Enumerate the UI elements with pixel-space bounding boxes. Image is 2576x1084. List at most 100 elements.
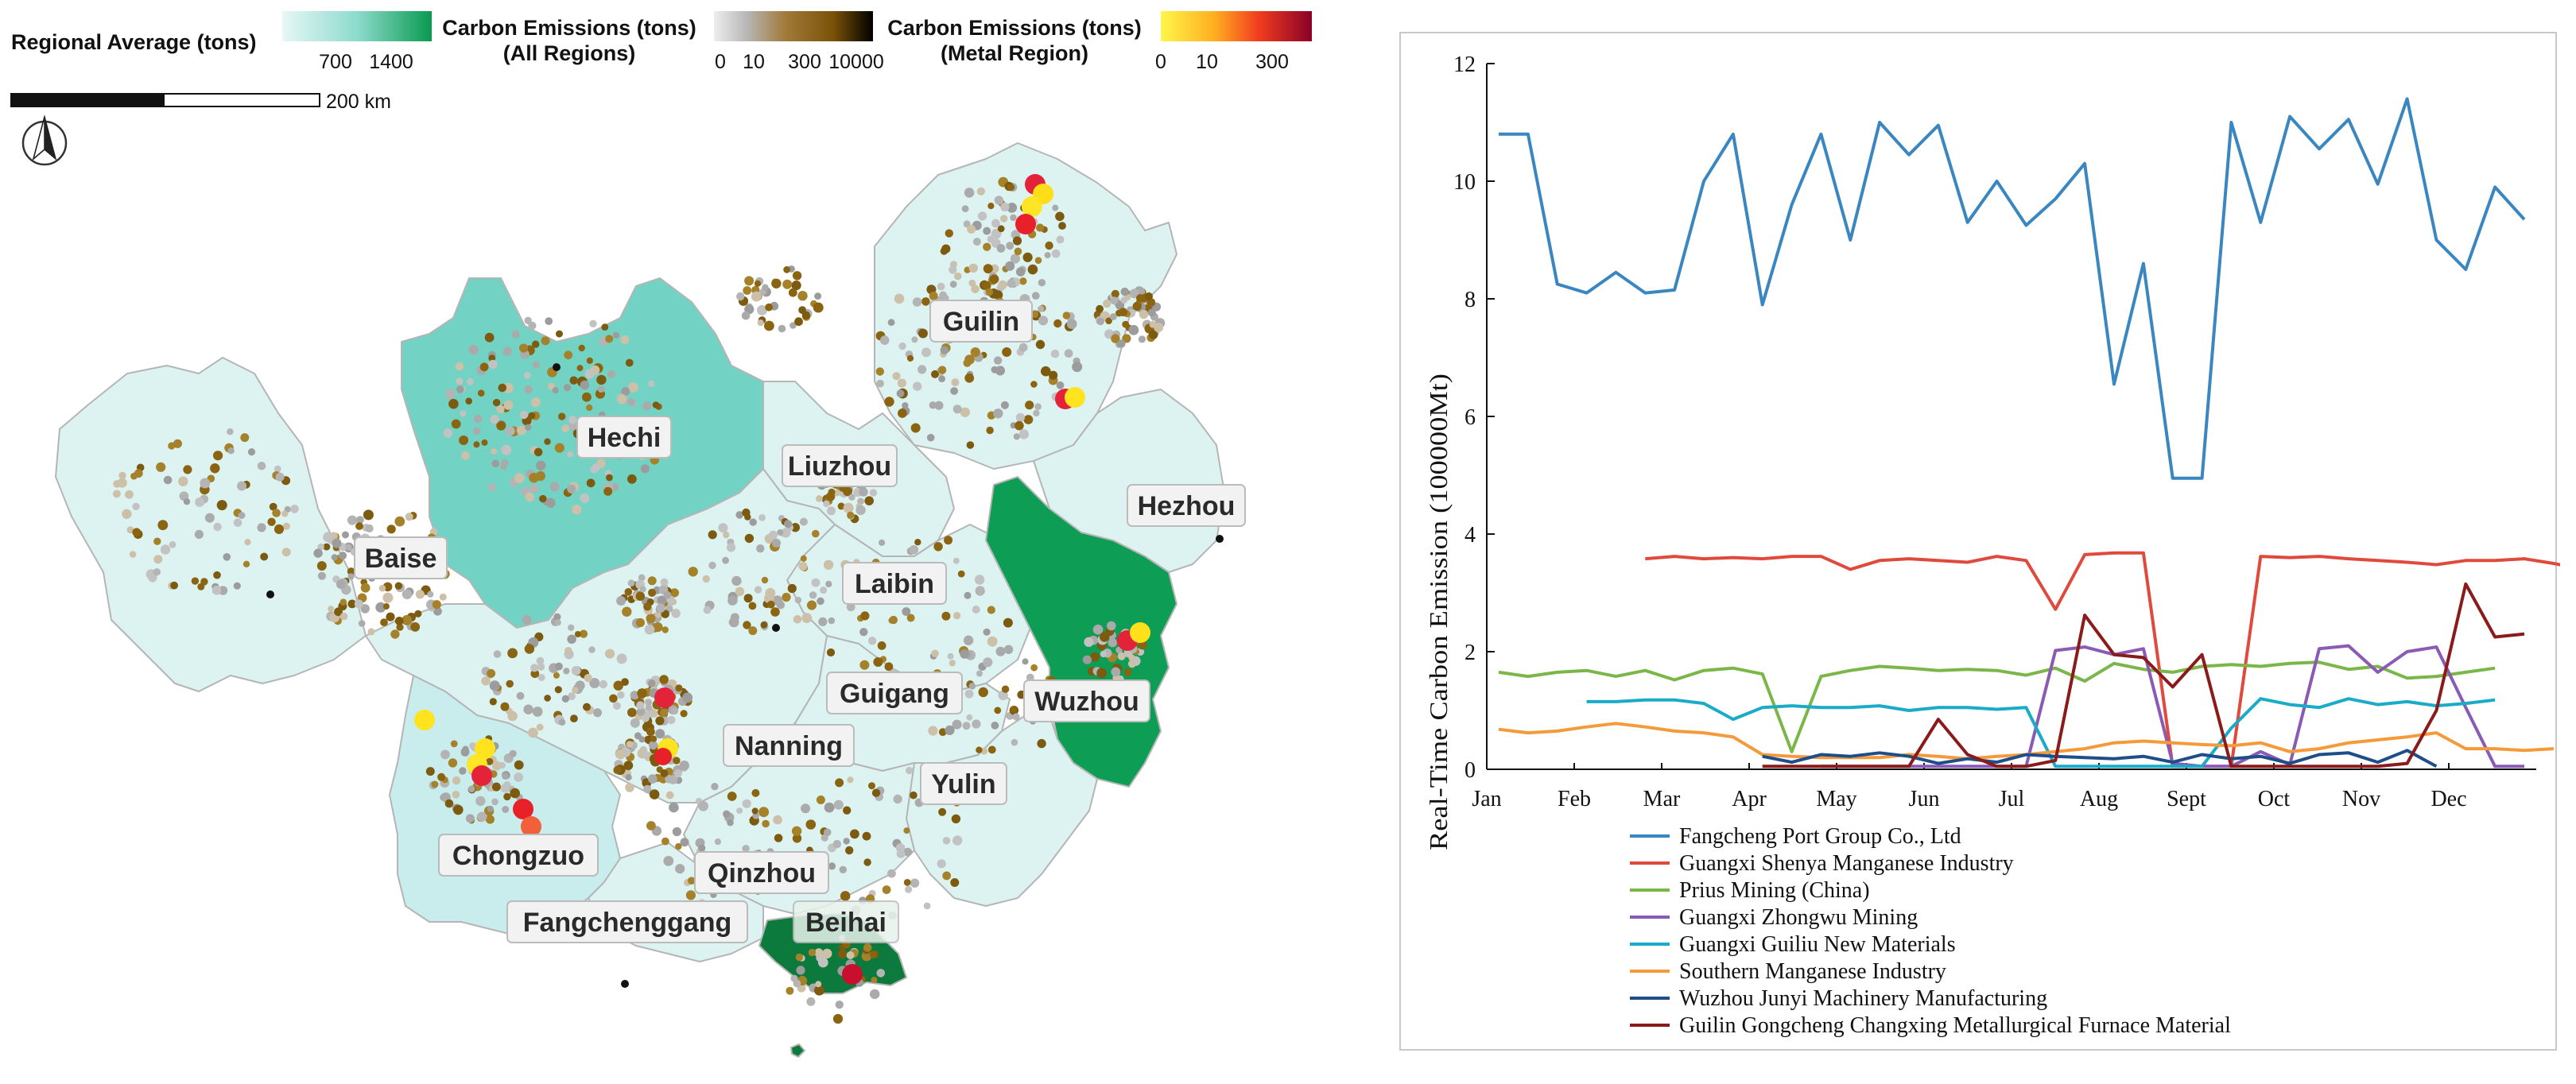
- metal-point: [654, 687, 675, 708]
- emission-point: [914, 539, 921, 546]
- emission-point: [238, 512, 246, 519]
- region-baise: [55, 357, 367, 692]
- emission-point: [339, 552, 347, 560]
- emission-point: [257, 462, 266, 470]
- emission-point: [765, 303, 773, 312]
- emission-point: [968, 263, 979, 273]
- emission-point: [1003, 617, 1013, 628]
- emission-point: [1003, 645, 1014, 654]
- north-arrow-icon: N: [21, 114, 68, 166]
- emission-point: [606, 474, 613, 482]
- emission-point: [1049, 370, 1058, 380]
- emission-point: [741, 311, 751, 320]
- emission-point: [451, 419, 461, 429]
- emission-point: [599, 679, 607, 689]
- emission-point: [967, 225, 976, 234]
- emission-point: [475, 796, 486, 807]
- emission-point: [898, 342, 906, 350]
- emission-point: [966, 714, 973, 721]
- emission-point: [772, 538, 781, 548]
- emission-point: [402, 589, 413, 600]
- emission-point: [1022, 252, 1033, 262]
- emission-point: [132, 528, 142, 537]
- emission-point: [905, 885, 913, 893]
- emission-point: [1138, 335, 1146, 343]
- emission-point: [554, 686, 562, 694]
- emission-point: [665, 775, 673, 784]
- emission-point: [1090, 652, 1100, 662]
- emission-point: [808, 948, 817, 957]
- emission-point: [892, 372, 901, 381]
- emission-point: [1015, 412, 1025, 422]
- svg-text:Beihai: Beihai: [805, 908, 886, 938]
- emission-point: [553, 363, 561, 371]
- emission-point: [530, 483, 539, 494]
- emission-point: [777, 528, 784, 536]
- city-label-guigang: Guigang: [826, 672, 963, 714]
- emission-point: [553, 613, 561, 621]
- emission-point: [654, 610, 662, 618]
- emission-point: [983, 242, 991, 251]
- emission-point: [987, 235, 995, 243]
- emission-point: [663, 856, 674, 866]
- emission-point: [1034, 257, 1042, 265]
- emission-point: [1105, 317, 1112, 325]
- emission-point: [394, 582, 402, 590]
- emission-point: [673, 769, 682, 778]
- emission-point: [742, 508, 751, 517]
- legend-label: Guangxi Zhongwu Mining: [1679, 905, 1918, 930]
- emission-point: [425, 767, 435, 776]
- emission-point: [944, 536, 953, 545]
- metal-point: [513, 799, 533, 819]
- emission-point: [336, 579, 346, 590]
- x-tick-label: Feb: [1558, 787, 1591, 811]
- emission-point: [837, 949, 848, 958]
- emission-point: [1127, 660, 1136, 668]
- emission-point: [934, 401, 944, 410]
- emission-point: [596, 374, 607, 385]
- emission-point: [479, 362, 489, 372]
- emission-point: [1041, 366, 1051, 377]
- emission-point: [638, 574, 646, 582]
- emission-point: [953, 612, 961, 620]
- emission-point: [523, 371, 531, 379]
- emission-point: [805, 819, 817, 830]
- all-regions-title-line1: Carbon Emissions (tons): [442, 16, 696, 40]
- emission-point: [437, 772, 446, 781]
- scale-bar: 200 km: [10, 91, 391, 113]
- svg-text:Fangchenggang: Fangchenggang: [523, 908, 732, 938]
- region-weizhou-island: [790, 1043, 805, 1058]
- emission-point: [213, 571, 221, 579]
- emission-point: [1018, 343, 1028, 352]
- emission-point: [625, 358, 634, 367]
- emission-point: [537, 663, 545, 671]
- emission-point: [884, 397, 894, 407]
- emission-point: [800, 555, 807, 562]
- emission-point: [485, 815, 495, 824]
- emission-point: [847, 776, 854, 784]
- emission-point: [347, 573, 355, 580]
- emission-point: [635, 617, 646, 628]
- emission-point: [751, 291, 762, 302]
- emission-point: [492, 398, 501, 407]
- emission-point: [1145, 292, 1153, 300]
- emission-point: [993, 408, 1003, 419]
- emission-point: [1117, 652, 1126, 660]
- emission-point: [1108, 638, 1118, 648]
- emission-point: [627, 398, 635, 406]
- emission-point: [669, 588, 679, 598]
- emission-point: [487, 483, 496, 492]
- emission-point: [613, 680, 623, 691]
- emission-point: [331, 554, 338, 561]
- city-label-baise: Baise: [354, 536, 448, 579]
- emission-point: [994, 707, 1002, 714]
- emission-point: [938, 375, 945, 382]
- city-label-hechi: Hechi: [576, 416, 672, 459]
- city-label-nanning: Nanning: [723, 724, 855, 767]
- emission-point: [846, 951, 855, 959]
- emission-point: [983, 264, 993, 274]
- emission-point: [323, 543, 331, 551]
- emission-point: [771, 278, 782, 288]
- emission-point: [667, 715, 676, 725]
